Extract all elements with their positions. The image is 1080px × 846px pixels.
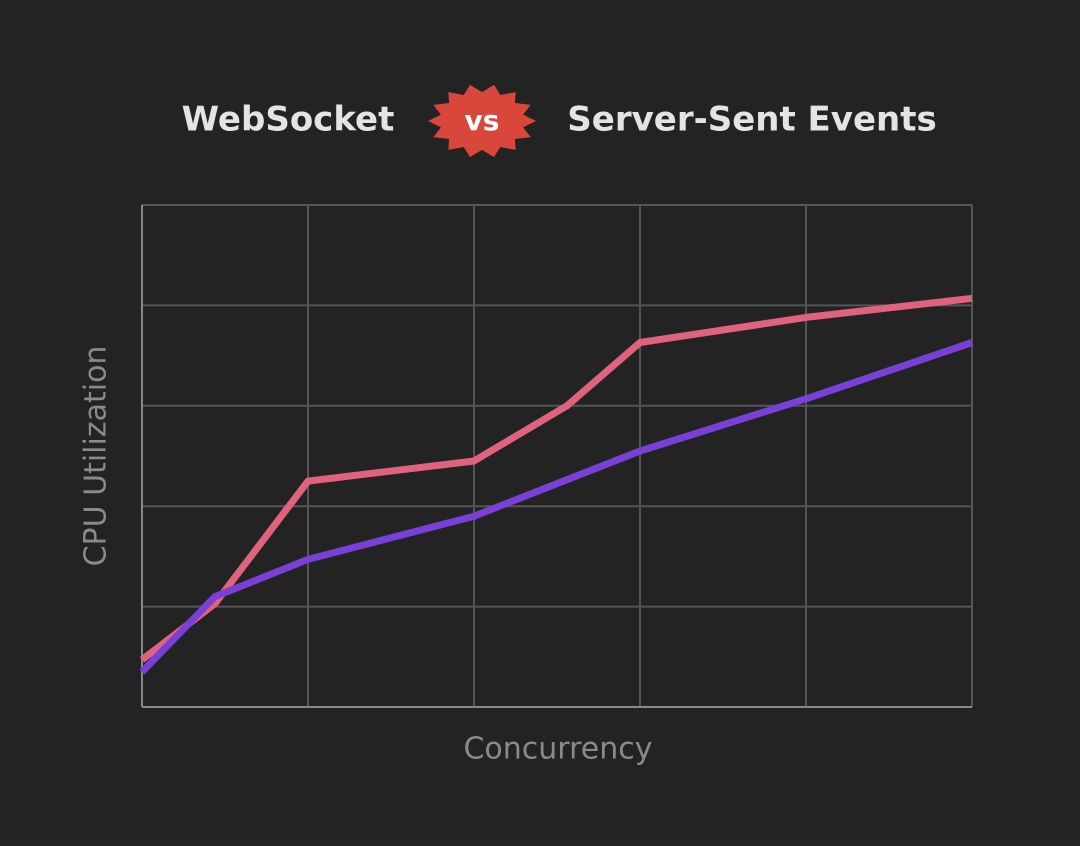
series-line bbox=[139, 294, 973, 663]
vs-badge bbox=[428, 84, 536, 158]
title-right: Server-Sent Events bbox=[567, 100, 936, 140]
title-left: WebSocket bbox=[182, 100, 395, 140]
y-axis-label: CPU Utilization bbox=[79, 346, 114, 567]
series-line bbox=[139, 339, 974, 675]
x-axis-label: Concurrency bbox=[463, 732, 652, 767]
title-badge: vs bbox=[465, 104, 500, 137]
